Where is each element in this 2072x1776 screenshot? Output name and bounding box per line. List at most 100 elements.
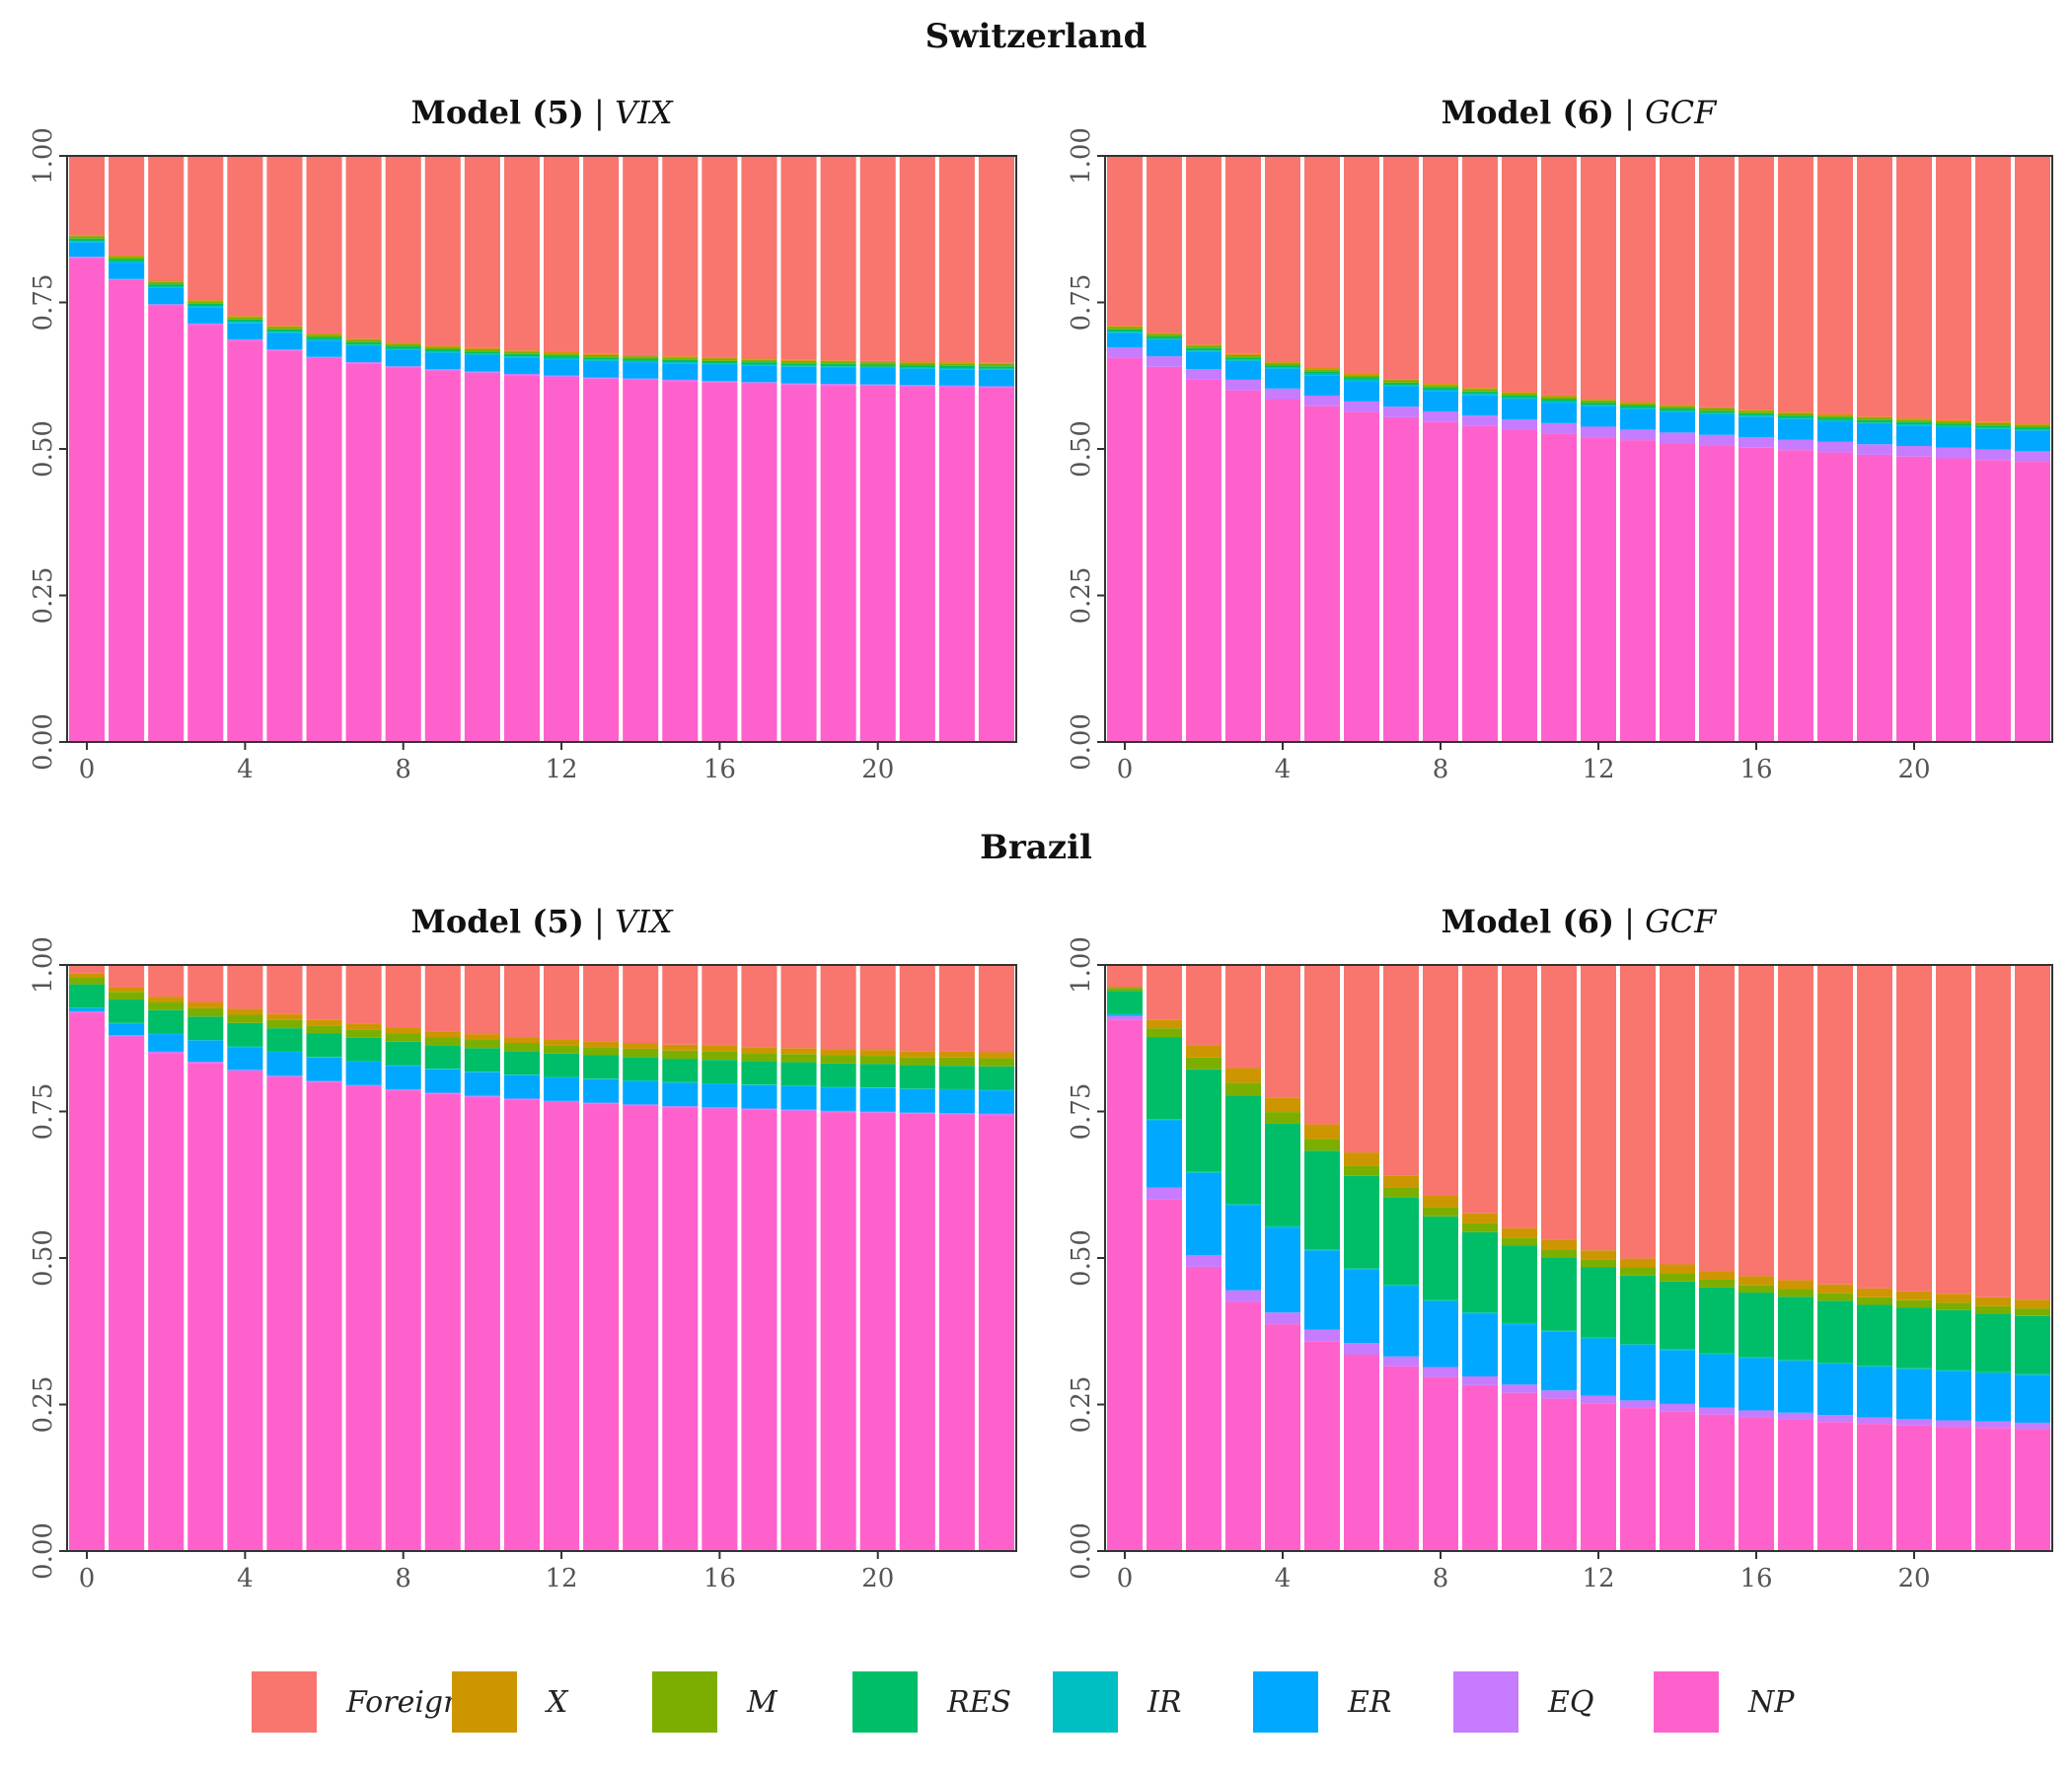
- bar-segment-m-h2: [148, 281, 185, 285]
- bar-segment-ir-h4: [1265, 367, 1300, 369]
- bar-segment-np-h16: [1739, 1417, 1774, 1551]
- bar-segment-ir-h16: [1739, 1357, 1774, 1359]
- bar-segment-x-h4: [1265, 1097, 1300, 1113]
- bar-segment-np-h1: [1147, 1199, 1182, 1551]
- x-tick-label: 0: [1117, 1564, 1134, 1593]
- bar-segment-eq-h5: [266, 349, 303, 351]
- bar-segment-x-h19: [820, 1049, 856, 1056]
- bar-segment-res-h18: [1817, 417, 1853, 420]
- bar-segment-x-h14: [623, 354, 659, 357]
- bar-segment-m-h10: [464, 349, 500, 352]
- bar-segment-eq-h4: [1265, 388, 1300, 400]
- bar-segment-ir-h4: [227, 1046, 263, 1048]
- bar-segment-ir-h9: [1462, 1312, 1498, 1314]
- bar-segment-x-h12: [544, 351, 580, 354]
- bar-segment-er-h10: [464, 1072, 500, 1096]
- bar-segment-ir-h16: [702, 1082, 738, 1084]
- bar-segment-res-h21: [899, 1065, 935, 1089]
- bar-segment-m-h12: [544, 1045, 580, 1054]
- bar-segment-eq-h3: [187, 323, 224, 326]
- bar-segment-er-h15: [1699, 413, 1735, 435]
- x-tick-label: 12: [545, 755, 577, 784]
- bar-segment-foreign-h2: [148, 156, 185, 281]
- bar-segment-np-h16: [702, 382, 738, 742]
- bar-segment-foreign-h17: [1778, 156, 1813, 412]
- bar-segment-eq-h23: [978, 386, 1014, 388]
- bar-segment-np-h17: [741, 383, 777, 742]
- bar-segment-np-h13: [583, 378, 620, 742]
- bar-segment-m-h20: [859, 362, 896, 365]
- bar-segment-x-h13: [583, 1041, 620, 1048]
- y-tick-label: 0.25: [29, 1376, 58, 1434]
- bar-segment-x-h5: [1304, 1124, 1340, 1140]
- y-tick-label: 0.75: [29, 1083, 58, 1141]
- bar-segment-m-h15: [662, 357, 699, 360]
- bar-segment-eq-h15: [662, 379, 699, 382]
- bar-segment-m-h19: [1857, 417, 1892, 420]
- bar-segment-m-h9: [424, 1037, 461, 1046]
- bar-segment-foreign-h18: [780, 965, 817, 1049]
- bar-segment-np-h5: [266, 1076, 303, 1551]
- bar-segment-x-h21: [1936, 419, 1971, 422]
- bar-segment-ir-h0: [1107, 1013, 1143, 1015]
- bar-segment-res-h15: [1699, 410, 1735, 413]
- bar-segment-er-h3: [187, 1040, 224, 1063]
- bar-segment-er-h20: [859, 1087, 896, 1112]
- bar-segment-ir-h8: [1423, 390, 1458, 392]
- bar-segment-x-h6: [306, 333, 342, 335]
- bar-segment-foreign-h0: [1107, 965, 1143, 987]
- bar-segment-er-h22: [938, 369, 975, 386]
- bar-segment-eq-h12: [1581, 1395, 1616, 1404]
- bar-segment-ir-h3: [187, 306, 224, 308]
- bar-segment-eq-h14: [1660, 432, 1695, 444]
- bar-segment-eq-h8: [1423, 410, 1458, 422]
- bar-segment-ir-h19: [1857, 422, 1892, 424]
- bar-segment-np-h2: [1186, 1266, 1221, 1551]
- bar-segment-ir-h16: [702, 363, 738, 365]
- bar-segment-res-h2: [148, 284, 185, 287]
- bar-segment-er-h1: [109, 1023, 145, 1036]
- bar-segment-m-h8: [1423, 385, 1458, 388]
- bar-segment-np-h20: [859, 385, 896, 742]
- bar-segment-er-h18: [780, 1085, 817, 1110]
- bar-segment-er-h1: [1147, 339, 1182, 357]
- bar-segment-x-h5: [1304, 368, 1340, 370]
- bar-segment-x-h20: [1896, 1291, 1932, 1300]
- bar-segment-m-h2: [1186, 345, 1221, 348]
- bar-segment-er-h7: [1383, 386, 1419, 407]
- y-tick-label: 1.00: [29, 127, 58, 185]
- bar-segment-eq-h22: [1975, 1421, 2011, 1429]
- bar-segment-eq-h23: [978, 1113, 1014, 1116]
- bar-segment-foreign-h23: [978, 156, 1014, 363]
- bar-segment-res-h19: [820, 1063, 856, 1087]
- bar-segment-eq-h23: [2015, 1422, 2050, 1430]
- bar-segment-eq-h7: [1383, 407, 1419, 417]
- bar-segment-eq-h18: [780, 1109, 817, 1111]
- bar-segment-eq-h13: [1620, 1400, 1656, 1409]
- bar-segment-er-h18: [1817, 1364, 1853, 1416]
- bar-segment-x-h7: [345, 338, 382, 340]
- bar-segment-np-h22: [1975, 1428, 2011, 1551]
- bar-segment-x-h11: [503, 1037, 540, 1043]
- bar-segment-er-h4: [227, 1047, 263, 1071]
- y-tick-label: 0.50: [1067, 1229, 1096, 1287]
- bar-segment-ir-h8: [385, 1065, 421, 1067]
- bar-segment-np-h15: [1699, 1414, 1735, 1551]
- bar-segment-er-h0: [69, 242, 106, 258]
- bar-segment-foreign-h9: [1462, 965, 1498, 1214]
- bar-segment-x-h18: [780, 359, 817, 361]
- bar-segment-x-h9: [1462, 388, 1498, 390]
- x-tick-label: 12: [1582, 755, 1614, 784]
- bar-segment-m-h17: [741, 1053, 777, 1062]
- bar-segment-np-h3: [187, 325, 224, 742]
- bar-segment-np-h11: [1541, 1398, 1577, 1551]
- bar-segment-er-h15: [662, 1082, 699, 1107]
- bar-segment-res-h1: [109, 999, 145, 1023]
- bar-segment-eq-h0: [1107, 1015, 1143, 1020]
- bar-segment-foreign-h17: [1778, 965, 1813, 1281]
- bar-segment-x-h15: [1699, 407, 1735, 409]
- bar-segment-m-h19: [820, 1055, 856, 1064]
- bar-segment-ir-h12: [1581, 405, 1616, 407]
- bar-segment-m-h6: [306, 1025, 342, 1034]
